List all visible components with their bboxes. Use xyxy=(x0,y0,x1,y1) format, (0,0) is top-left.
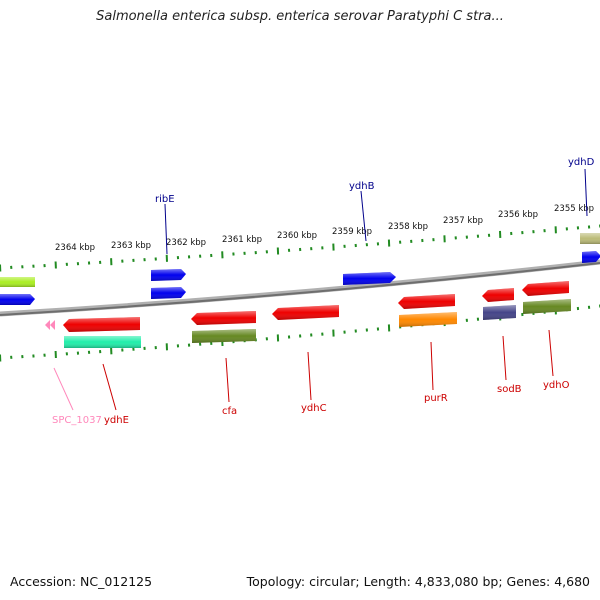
gene-label-purR[interactable]: purR xyxy=(424,393,448,404)
gene-label-ribE[interactable]: ribE xyxy=(155,194,175,205)
gene-ydhO[interactable] xyxy=(522,281,569,296)
gene-feature[interactable] xyxy=(523,299,571,314)
gene-label-cfa[interactable]: cfa xyxy=(222,406,237,417)
genome-backbone-shadow xyxy=(0,262,600,316)
tick-label: 2357 kbp xyxy=(443,216,483,226)
gene-cfa[interactable] xyxy=(191,311,256,325)
gene-label-sodB[interactable]: sodB xyxy=(497,384,522,395)
gene-labels: ribE ydhB ydhD SPC_1037 ydhE cfa ydhC pu… xyxy=(52,157,595,426)
gene-label-ydhD[interactable]: ydhD xyxy=(568,157,595,168)
tick-label: 2363 kbp xyxy=(111,241,151,251)
label-leader-lines xyxy=(53,168,588,411)
forward-strand-genes xyxy=(0,233,600,305)
gene-label-ydhE[interactable]: ydhE xyxy=(104,415,129,426)
genome-backbone xyxy=(0,259,600,317)
gene-feature[interactable] xyxy=(399,312,457,327)
outer-scale-ring xyxy=(0,224,600,272)
accession-text: Accession: NC_012125 xyxy=(10,574,153,589)
topology-text: Topology: circular; Length: 4,833,080 bp… xyxy=(246,574,590,589)
gene-SPC_1037[interactable] xyxy=(45,320,55,330)
gene-feature[interactable] xyxy=(483,305,516,320)
gene-ydhC[interactable] xyxy=(272,305,339,320)
tick-label: 2358 kbp xyxy=(388,222,428,232)
reverse-strand-genes xyxy=(45,281,571,348)
tick-label: 2362 kbp xyxy=(166,238,206,248)
tick-label: 2360 kbp xyxy=(277,231,317,241)
gene-label-ydhB[interactable]: ydhB xyxy=(349,181,375,192)
gene-ydhE[interactable] xyxy=(63,317,140,332)
gene-ribE[interactable] xyxy=(151,269,186,281)
gene-feature[interactable] xyxy=(192,329,256,343)
gene-label-ydhC[interactable]: ydhC xyxy=(301,403,327,414)
gene-feature[interactable] xyxy=(64,336,141,348)
scale-labels: 2364 kbp 2363 kbp 2362 kbp 2361 kbp 2360… xyxy=(55,204,594,253)
gene-feature[interactable] xyxy=(151,287,186,299)
tick-label: 2361 kbp xyxy=(222,235,262,245)
viewer-title: Salmonella enterica subsp. enterica sero… xyxy=(96,9,504,24)
gene-feature[interactable] xyxy=(0,277,35,287)
gene-sodB[interactable] xyxy=(482,288,514,302)
gene-ydhD[interactable] xyxy=(582,251,600,263)
gene-feature[interactable] xyxy=(0,294,35,305)
gene-purR[interactable] xyxy=(398,294,455,309)
tick-label: 2359 kbp xyxy=(332,227,372,237)
tick-label: 2356 kbp xyxy=(498,210,538,220)
tick-label: 2355 kbp xyxy=(554,204,594,214)
gene-feature[interactable] xyxy=(580,233,600,244)
gene-ydhB[interactable] xyxy=(343,272,396,285)
gene-label-SPC_1037[interactable]: SPC_1037 xyxy=(52,415,102,426)
gene-label-ydhO[interactable]: ydhO xyxy=(543,380,570,391)
tick-label: 2364 kbp xyxy=(55,243,95,253)
